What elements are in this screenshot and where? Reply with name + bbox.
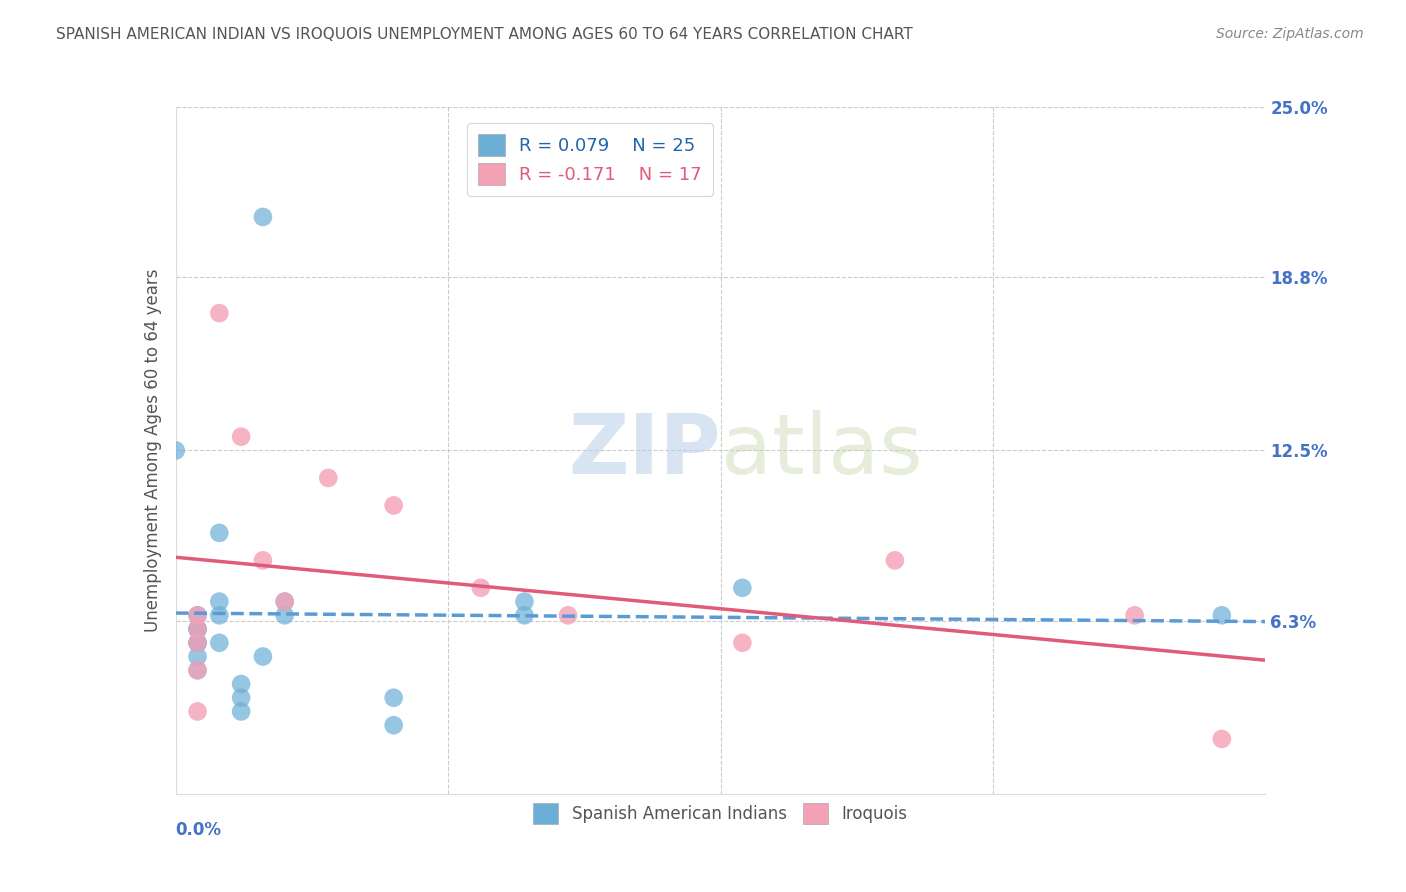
Point — [252, 210, 274, 224]
Text: SPANISH AMERICAN INDIAN VS IROQUOIS UNEMPLOYMENT AMONG AGES 60 TO 64 YEARS CORRE: SPANISH AMERICAN INDIAN VS IROQUOIS UNEM… — [56, 27, 912, 42]
Point — [186, 622, 209, 636]
Point — [231, 705, 253, 719]
Point — [252, 553, 274, 567]
Point — [231, 430, 253, 444]
Point — [513, 594, 536, 608]
Point — [1211, 731, 1233, 746]
Point — [186, 636, 209, 650]
Point — [731, 581, 754, 595]
Point — [208, 608, 231, 623]
Point — [186, 663, 209, 677]
Point — [186, 663, 209, 677]
Text: Source: ZipAtlas.com: Source: ZipAtlas.com — [1216, 27, 1364, 41]
Legend: Spanish American Indians, Iroquois: Spanish American Indians, Iroquois — [523, 793, 918, 834]
Point — [208, 636, 231, 650]
Point — [186, 636, 209, 650]
Point — [1123, 608, 1146, 623]
Point — [208, 594, 231, 608]
Point — [186, 636, 209, 650]
Point — [186, 622, 209, 636]
Text: 0.0%: 0.0% — [176, 822, 222, 839]
Point — [186, 705, 209, 719]
Point — [382, 690, 405, 705]
Point — [382, 499, 405, 513]
Text: atlas: atlas — [721, 410, 922, 491]
Point — [513, 608, 536, 623]
Point — [208, 525, 231, 540]
Point — [165, 443, 187, 458]
Point — [274, 608, 297, 623]
Point — [274, 594, 297, 608]
Point — [186, 608, 209, 623]
Point — [186, 649, 209, 664]
Point — [884, 553, 907, 567]
Point — [252, 649, 274, 664]
Point — [1211, 608, 1233, 623]
Point — [186, 608, 209, 623]
Point — [231, 677, 253, 691]
Text: ZIP: ZIP — [568, 410, 721, 491]
Y-axis label: Unemployment Among Ages 60 to 64 years: Unemployment Among Ages 60 to 64 years — [143, 268, 162, 632]
Point — [208, 306, 231, 320]
Point — [186, 622, 209, 636]
Point — [274, 594, 297, 608]
Point — [318, 471, 340, 485]
Point — [557, 608, 579, 623]
Point — [382, 718, 405, 732]
Point — [470, 581, 492, 595]
Point — [231, 690, 253, 705]
Point — [731, 636, 754, 650]
